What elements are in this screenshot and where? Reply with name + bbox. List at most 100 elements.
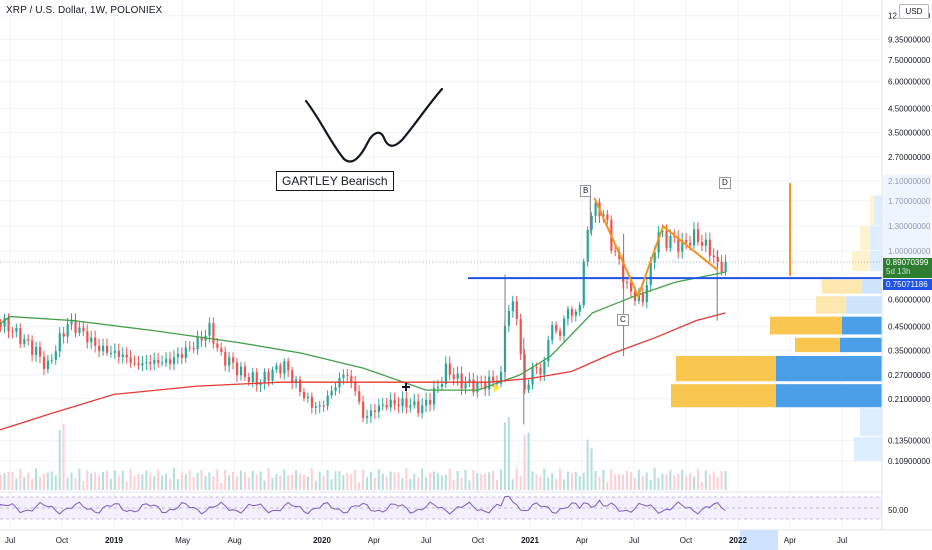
volume-bar [38, 476, 41, 490]
volume-bar [385, 476, 388, 490]
candle-body [58, 333, 61, 352]
candle-body [137, 363, 140, 366]
volume-bar [232, 471, 235, 490]
volume-bars [0, 416, 727, 490]
volume-bar [15, 478, 18, 490]
last-price-tag: 0.89070399 5d 13h [883, 258, 932, 278]
candle-body [626, 281, 629, 283]
candle-body [208, 323, 211, 336]
candle-body [145, 362, 148, 364]
candle-body [35, 347, 38, 355]
volume-bar [578, 476, 581, 490]
candle-body [377, 405, 381, 412]
candle-body [78, 327, 81, 334]
volume-bar [54, 475, 57, 490]
volume-bar [228, 475, 231, 490]
candle-body [704, 239, 708, 246]
candle-body [196, 336, 199, 350]
candle-body [724, 262, 727, 273]
candle-body [121, 354, 124, 357]
volume-bar [251, 470, 254, 490]
volume-profile-bar [816, 296, 846, 314]
volume-bar [547, 477, 550, 490]
time-tick-label: Oct [56, 536, 69, 545]
price-tick-label: 2.70000000 [888, 153, 931, 162]
volume-bar [365, 477, 368, 490]
candle-body [165, 359, 168, 363]
candle-body [74, 319, 77, 334]
volume-bar [70, 472, 73, 490]
volume-bar [129, 468, 132, 490]
volume-bar [259, 471, 262, 490]
volume-profile-bar [776, 355, 882, 382]
candle-body [23, 339, 26, 345]
candle-body [50, 359, 53, 361]
volume-bar [94, 472, 97, 490]
candle-body [15, 327, 18, 332]
candle-body [70, 319, 73, 325]
candle-body [629, 281, 633, 292]
candle-body [456, 373, 459, 379]
candle-body [590, 215, 593, 230]
volume-profile-bar [870, 251, 882, 272]
volume-bar [614, 474, 617, 490]
volume-bar [243, 471, 246, 490]
candle-body [322, 405, 325, 407]
candle-body [354, 382, 357, 392]
volume-bar [527, 432, 530, 490]
volume-profile-bar [840, 337, 882, 353]
volume-bar [133, 475, 136, 490]
volume-bar [46, 472, 49, 490]
candle-body [570, 309, 574, 316]
volume-bar [622, 474, 625, 490]
volume-bar [137, 474, 140, 490]
volume-bar [267, 468, 270, 490]
grid-lines [0, 0, 882, 530]
volume-profile-bar [842, 316, 882, 335]
volume-bar [310, 468, 313, 490]
candle-body [681, 239, 684, 252]
candle-body [492, 376, 495, 382]
point-b-label: B [580, 185, 592, 197]
volume-bar [180, 472, 183, 490]
candle-body [161, 362, 164, 364]
volume-profile-bar [870, 226, 882, 250]
volume-bar [58, 429, 61, 490]
candle-body [153, 359, 156, 364]
price-tick-label: 6.00000000 [888, 77, 931, 86]
volume-bar [362, 469, 365, 490]
candle-body [369, 410, 373, 417]
currency-button[interactable]: USD [899, 4, 929, 19]
price-tick-label: 7.50000000 [888, 56, 931, 65]
candle-body [464, 383, 467, 389]
candle-body [685, 239, 688, 243]
candle-body [228, 357, 231, 366]
volume-bar [0, 474, 2, 490]
price-tick-label: 9.35000000 [888, 35, 931, 44]
time-tick-label: 2019 [105, 536, 123, 545]
volume-bar [586, 439, 589, 490]
volume-bar [720, 471, 723, 490]
time-tick-label: Jul [837, 536, 847, 545]
volume-bar [350, 474, 353, 490]
volume-bar [358, 482, 361, 490]
volume-bar [3, 473, 6, 490]
candle-body [582, 261, 585, 306]
candle-body [645, 285, 648, 303]
candle-body [551, 325, 554, 341]
volume-bar [539, 475, 542, 490]
volume-bar [507, 416, 510, 490]
volume-bar [535, 473, 538, 490]
volume-bar [641, 475, 644, 490]
time-axis-highlight [740, 530, 778, 550]
volume-bar [590, 448, 593, 490]
volume-bar [669, 470, 672, 490]
volume-bar [409, 478, 412, 490]
volume-bar [86, 470, 89, 490]
volume-bar [192, 477, 195, 490]
candle-body [401, 398, 404, 407]
volume-bar [354, 469, 357, 490]
time-tick-label: 2022 [729, 536, 747, 545]
volume-profile-bar [862, 279, 882, 294]
